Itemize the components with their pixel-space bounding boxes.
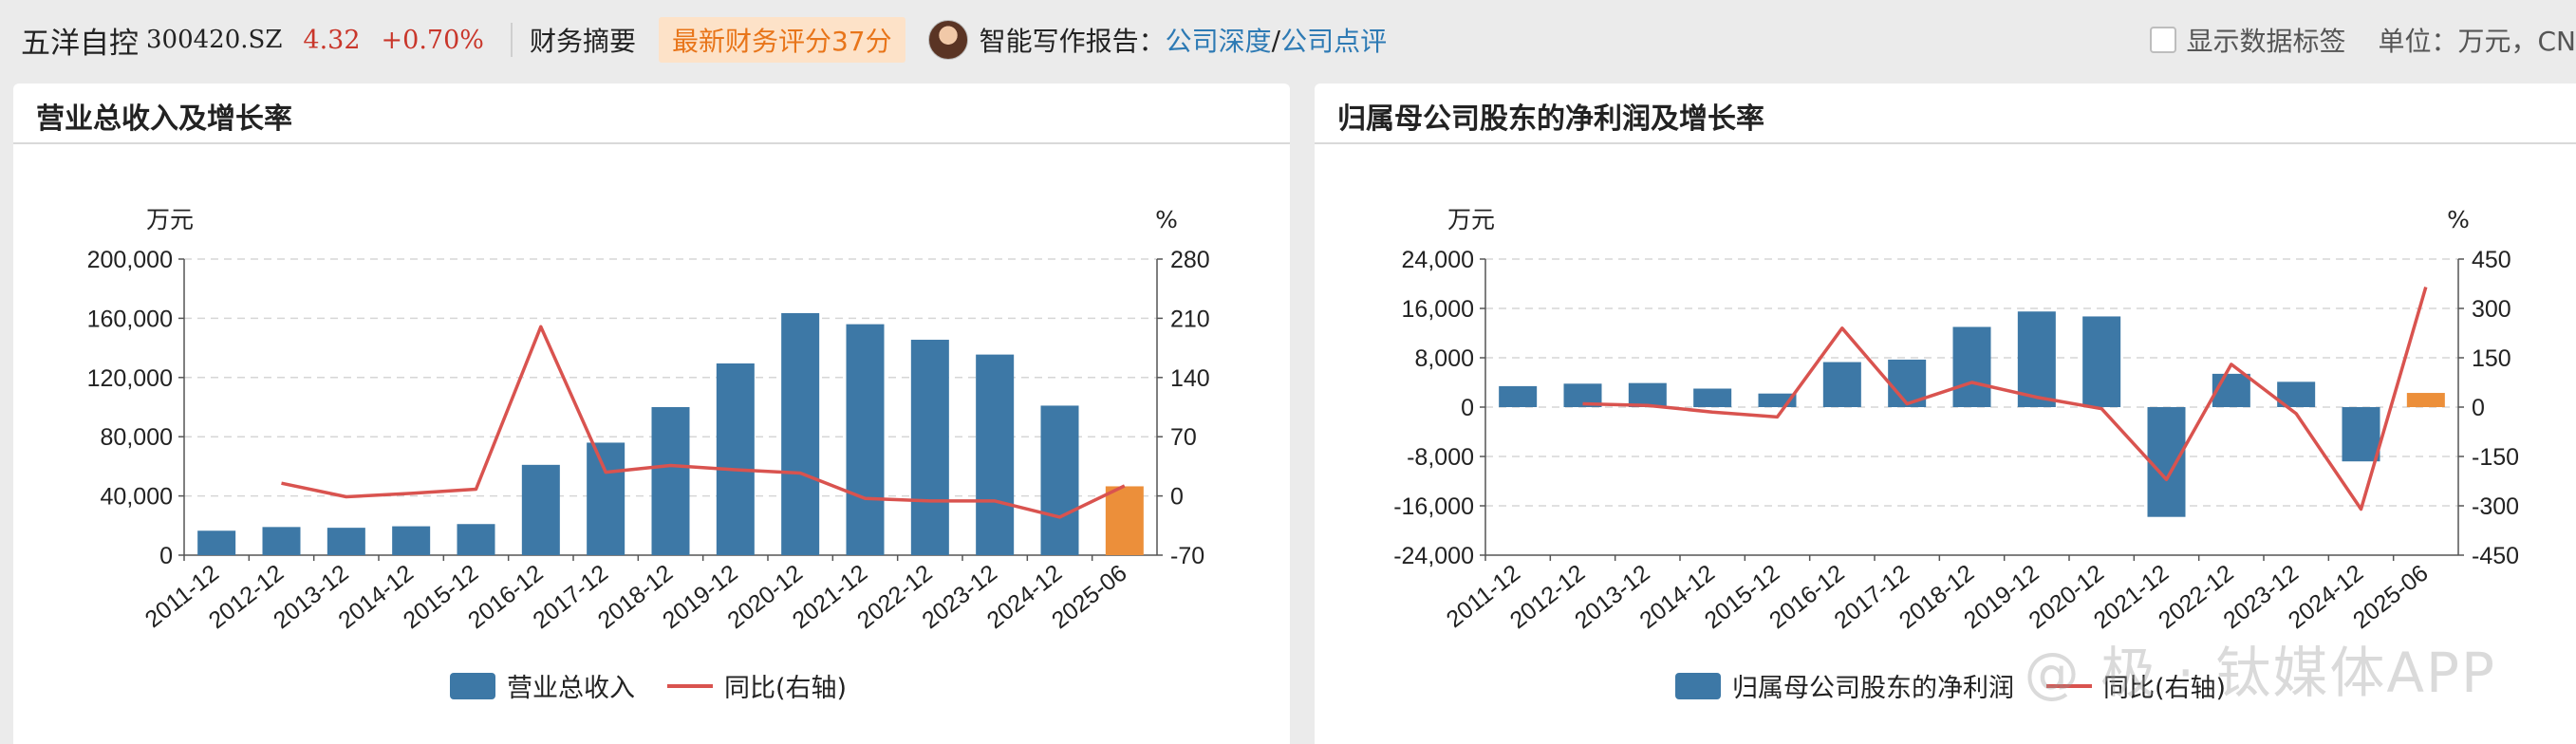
yoy-growth-line: [281, 325, 1126, 519]
chart-bar: [1105, 486, 1144, 555]
panel-divider: [1315, 142, 2576, 144]
show-data-labels-checkbox[interactable]: [2150, 27, 2177, 53]
chart-bar: [2342, 407, 2380, 462]
chart-bar: [1499, 385, 1538, 407]
chart-bar: [262, 527, 301, 555]
chart-bar: [846, 324, 885, 555]
chart-bar: [587, 442, 625, 555]
left-tick-label: 80,000: [101, 424, 173, 451]
net-profit-panel: 归属母公司股东的净利润及增长率 万元% -24,000 -450 -16,000 -30…: [1315, 84, 2576, 744]
left-axis-unit: 万元: [1447, 206, 1495, 233]
ai-writer-avatar-icon: [927, 20, 968, 60]
left-tick-label: 0: [1461, 395, 1474, 421]
watermark-text: @ 极 · 钛媒体APP: [2024, 641, 2496, 705]
x-tick-label: 2025-06: [2348, 560, 2434, 635]
net-profit-chart: 万元 % -24,000 -450 -16,000 -300 -8,000 -150 0 0 8,0…: [1393, 206, 2519, 703]
chart-bar: [651, 407, 690, 555]
chart-bar: [910, 340, 949, 555]
right-tick-label: 70: [1170, 424, 1197, 451]
chart-bar: [976, 354, 1015, 555]
revenue-chart: 万元 % 0 -70 40,000 0 80,000 70 120,000 140 160,000 2…: [87, 206, 1210, 703]
right-tick-label: -450: [2472, 543, 2519, 569]
yoy-growth-line: [1582, 287, 2428, 512]
right-axis-unit: %: [2447, 206, 2470, 233]
legend-bar-label: 营业总收入: [507, 674, 635, 703]
right-tick-label: 140: [1170, 365, 1210, 392]
right-axis-unit: %: [1155, 206, 1178, 233]
left-tick-label: 160,000: [87, 306, 173, 332]
chart-bar: [1628, 382, 1667, 407]
legend-line-label: 同比(右轴): [724, 674, 847, 703]
show-data-labels-label[interactable]: 显示数据标签: [2186, 26, 2346, 57]
right-tick-label: -150: [2472, 444, 2519, 471]
right-tick-label: 280: [1170, 247, 1210, 273]
panel-divider: [13, 142, 1290, 144]
right-tick-label: -300: [2472, 493, 2519, 520]
panel-title: 营业总收入及增长率: [36, 102, 292, 136]
left-tick-label: 40,000: [101, 484, 173, 511]
stock-name: 五洋自控: [21, 26, 139, 61]
left-tick-label: 120,000: [87, 365, 173, 392]
left-tick-label: 0: [159, 543, 173, 569]
header-right-controls: 显示数据标签 单位：万元，CN: [2150, 0, 2576, 80]
right-tick-label: 450: [2472, 247, 2511, 273]
company-review-link[interactable]: 公司点评: [1280, 26, 1388, 57]
right-tick-label: 300: [2472, 296, 2511, 323]
chart-bar: [716, 363, 755, 555]
stock-price: 4.32: [303, 25, 361, 55]
left-tick-label: 24,000: [1402, 247, 1474, 273]
chart-bar: [457, 524, 495, 555]
company-depth-link[interactable]: 公司深度: [1165, 26, 1272, 57]
chart-bar: [2017, 311, 2056, 407]
chart-bar: [327, 528, 365, 555]
revenue-panel: 营业总收入及增长率 万元% 0 -70 40,000 0 80,000 70 120,000 1…: [13, 84, 1290, 744]
stock-change: +0.70%: [381, 25, 484, 55]
panel-title: 归属母公司股东的净利润及增长率: [1337, 102, 1764, 136]
right-tick-label: 150: [2472, 345, 2511, 372]
stock-code: 300420.SZ: [146, 26, 283, 54]
left-tick-label: 200,000: [87, 247, 173, 273]
chart-bar: [2212, 373, 2250, 407]
x-tick-label: 2025-06: [1047, 560, 1132, 635]
left-axis-unit: 万元: [146, 206, 194, 233]
chart-bar: [2082, 316, 2121, 407]
chart-bar: [2147, 407, 2186, 517]
chart-bar: [1693, 388, 1732, 407]
chart-bar: [1040, 405, 1079, 555]
legend-bar-swatch: [1675, 673, 1721, 699]
chart-bar: [1822, 362, 1861, 407]
right-tick-label: 0: [1170, 484, 1184, 511]
legend-bar-swatch: [450, 673, 495, 699]
unit-label: 单位：万元，CN: [2378, 26, 2576, 57]
stock-header-bar: 五洋自控 300420.SZ 4.32 +0.70% 财务摘要 最新财务评分37…: [0, 0, 2576, 80]
right-tick-label: -70: [1170, 543, 1204, 569]
header-divider: [510, 23, 513, 57]
financial-rating-badge[interactable]: 最新财务评分37分: [658, 17, 905, 63]
left-tick-label: -16,000: [1393, 493, 1474, 520]
link-separator: /: [1271, 24, 1281, 56]
legend-bar-label: 归属母公司股东的净利润: [1732, 674, 2014, 703]
left-tick-label: 16,000: [1402, 296, 1474, 323]
ai-report-label: 智能写作报告：: [979, 26, 1166, 57]
right-tick-label: 210: [1170, 306, 1210, 332]
chart-bar: [1952, 326, 1991, 407]
left-tick-label: -24,000: [1393, 543, 1474, 569]
chart-bar: [781, 312, 820, 555]
left-tick-label: 8,000: [1414, 345, 1474, 372]
chart-bar: [392, 526, 431, 555]
chart-bar: [2406, 393, 2445, 407]
chart-bar: [521, 464, 560, 555]
chart-bar: [197, 530, 236, 555]
legend-line-label: 同比(右轴): [2103, 674, 2226, 703]
tab-financial-summary[interactable]: 财务摘要: [529, 26, 636, 57]
right-tick-label: 0: [2472, 395, 2485, 421]
left-tick-label: -8,000: [1407, 444, 1474, 471]
